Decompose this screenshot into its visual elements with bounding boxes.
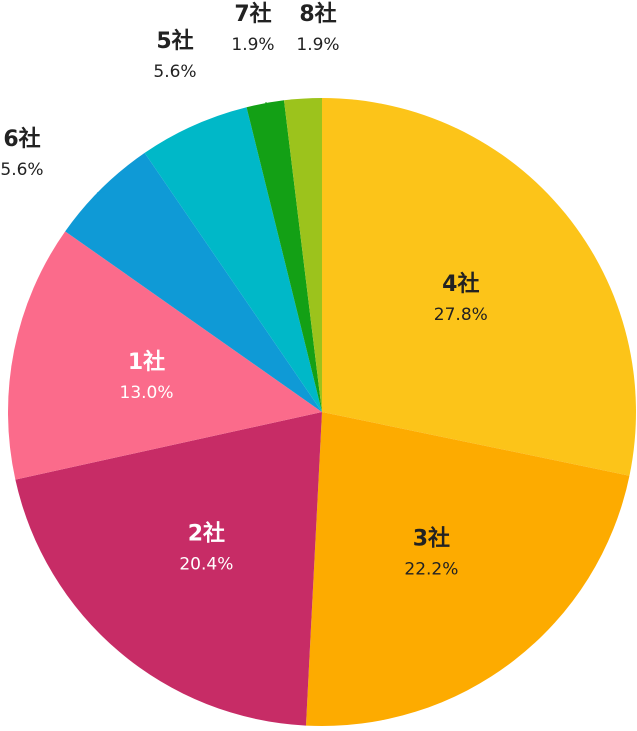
slice-label: 1社 xyxy=(128,349,165,375)
slice-value-label: 27.8% xyxy=(434,305,488,325)
slice-label: 6社 xyxy=(3,126,40,152)
slice-value-label: 5.6% xyxy=(153,62,196,82)
slice-value-label: 5.6% xyxy=(0,160,43,180)
slice-value-label: 1.9% xyxy=(296,35,339,55)
slice-label: 4社 xyxy=(442,271,479,297)
slice-value-label: 13.0% xyxy=(120,383,174,403)
slice-value-label: 22.2% xyxy=(404,560,458,580)
slice-value-label: 1.9% xyxy=(231,35,274,55)
slice-value-label: 20.4% xyxy=(179,555,233,575)
slice-label: 7社 xyxy=(234,1,271,27)
slice-label: 5社 xyxy=(156,28,193,54)
slice-label: 8社 xyxy=(299,1,336,27)
slice-label: 3社 xyxy=(413,526,450,552)
slice-label: 2社 xyxy=(188,521,225,547)
